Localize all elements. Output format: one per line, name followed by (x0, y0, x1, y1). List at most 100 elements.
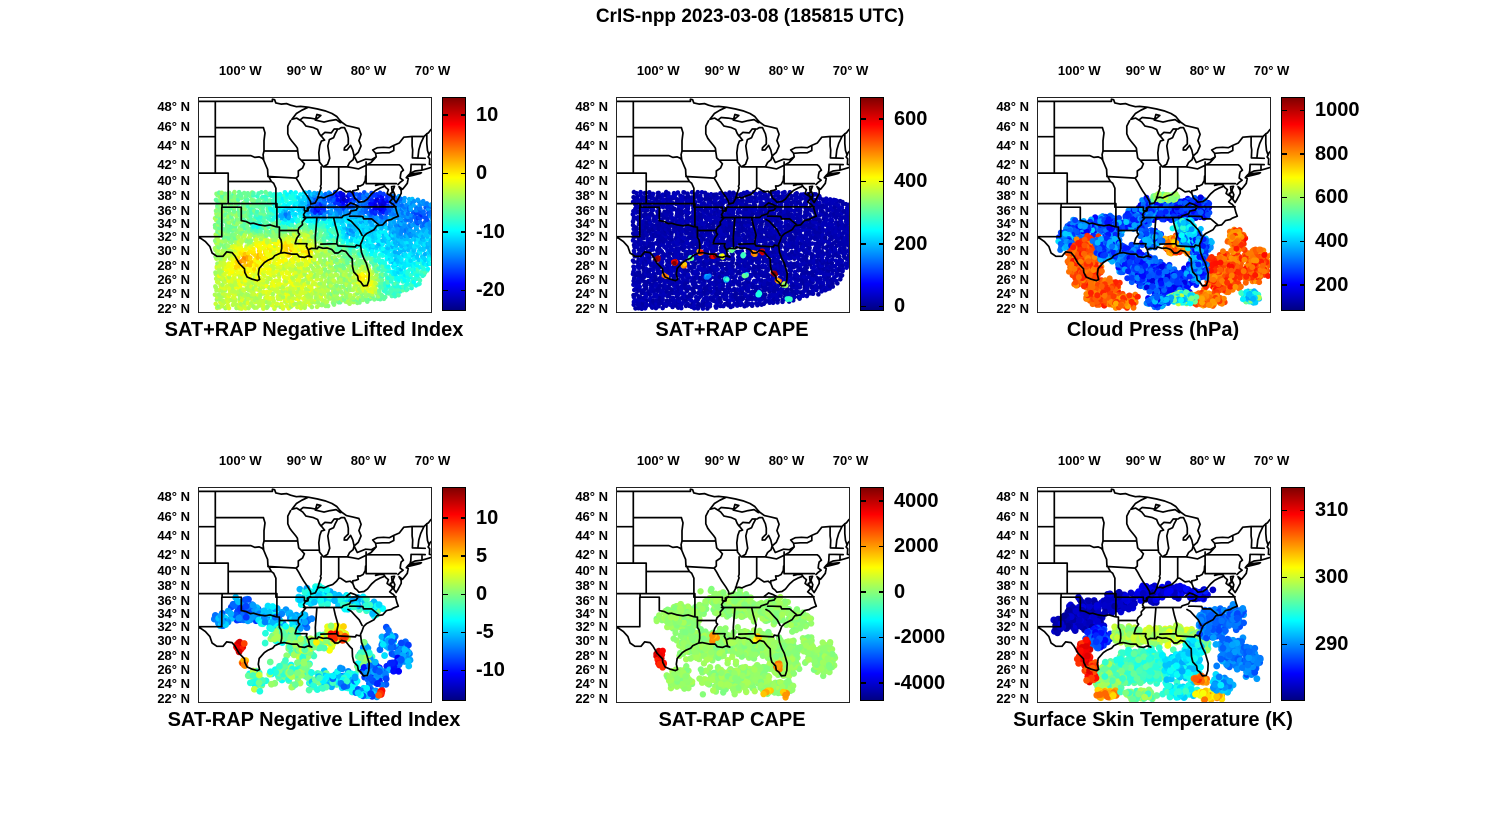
colorbar: 310 300 290 (1281, 487, 1379, 701)
colorbar-tick-mark (461, 231, 466, 233)
lat-tick-label: 42° N (157, 156, 190, 172)
colorbar-tick-mark (461, 631, 466, 634)
lat-tick-label: 34° N (157, 216, 190, 232)
lat-tick-label: 46° N (996, 119, 1029, 135)
colorbar-tick-mark (1300, 240, 1305, 243)
colorbar-tick-mark (1282, 109, 1287, 112)
lon-tick-label: 90° W (1125, 63, 1162, 78)
colorbar-tick-label: -2000 (894, 626, 946, 649)
lat-axis: 48° N 46° N 44° N 42° N 40° N 38° N 36° N 34° N… (977, 97, 1033, 316)
lon-tick-label: 90° W (704, 453, 741, 468)
colorbar-tick-mark (443, 593, 448, 595)
lon-tick-label: 80° W (1189, 453, 1226, 468)
lat-tick-label: 46° N (157, 119, 190, 135)
colorbar-tick-mark (879, 636, 884, 639)
colorbar-tick-label: -20 (476, 279, 505, 302)
lat-tick-label: 40° N (575, 563, 608, 579)
colorbar-tick-mark (879, 243, 884, 245)
lat-tick-label: 38° N (575, 188, 608, 204)
lat-tick-label: 42° N (996, 156, 1029, 172)
map-area (616, 97, 850, 313)
colorbar-tick-mark (443, 172, 448, 175)
lat-tick-label: 34° N (996, 216, 1029, 232)
lat-tick-label: 46° N (996, 509, 1029, 525)
lat-tick-label: 46° N (575, 119, 608, 135)
lat-tick-label: 48° N (996, 488, 1029, 504)
lat-tick-label: 32° N (996, 228, 1029, 244)
lon-tick-label: 80° W (768, 63, 805, 78)
panel-sat-plus-rap-cape: 100° W 90° W 80° W 70° W 48° N 46° N 44° N 42°… (556, 63, 958, 363)
lon-tick-label: 70° W (1253, 63, 1290, 78)
data-dots-canvas (1038, 488, 1270, 702)
state-borders-map (199, 98, 431, 287)
lat-tick-label: 24° N (575, 286, 608, 302)
colorbar-tick-mark (879, 682, 884, 684)
lat-tick-label: 38° N (157, 188, 190, 204)
lon-tick-label: 100° W (218, 453, 262, 468)
lon-tick-label: 70° W (414, 63, 451, 78)
lat-tick-label: 30° N (575, 242, 608, 258)
lat-tick-label: 38° N (996, 188, 1029, 204)
colorbar-tick-mark (461, 517, 466, 519)
colorbar-tick-label: -4000 (894, 671, 946, 694)
lat-tick-label: 24° N (157, 286, 190, 302)
lat-tick-label: 48° N (996, 98, 1029, 114)
lat-tick-label: 22° N (157, 690, 190, 706)
colorbar-tick-label: 0 (476, 162, 488, 185)
colorbar-tick-mark (861, 180, 866, 183)
colorbar-tick-mark (1300, 109, 1305, 112)
lat-tick-label: 46° N (157, 509, 190, 525)
colorbar-gradient (1281, 97, 1305, 311)
lat-axis: 48° N 46° N 44° N 42° N 40° N 38° N 36° N 34° N… (556, 487, 612, 706)
colorbar-tick-label: 10 (476, 103, 499, 126)
lat-tick-label: 30° N (157, 242, 190, 258)
colorbar-tick-mark (443, 631, 448, 634)
lat-tick-label: 34° N (575, 216, 608, 232)
colorbar-tick-mark (879, 591, 884, 593)
lat-tick-label: 24° N (575, 676, 608, 692)
colorbar-tick-label: 1000 (1315, 99, 1360, 122)
lat-tick-label: 46° N (575, 509, 608, 525)
lat-tick-label: 30° N (157, 632, 190, 648)
state-borders-map (1038, 98, 1270, 287)
map-area (1037, 487, 1271, 703)
colorbar-tick-mark (861, 305, 866, 308)
lat-tick-label: 30° N (575, 632, 608, 648)
colorbar-tick-mark (461, 555, 466, 557)
colorbar-tick-label: 400 (894, 170, 928, 193)
state-borders-map (617, 98, 849, 287)
lat-tick-label: 32° N (575, 228, 608, 244)
lon-tick-label: 80° W (768, 453, 805, 468)
lat-tick-label: 40° N (996, 173, 1029, 189)
lon-tick-label: 70° W (1253, 453, 1290, 468)
lon-tick-label: 70° W (832, 63, 869, 78)
colorbar-tick-mark (879, 500, 884, 502)
colorbar-tick-mark (1300, 196, 1305, 199)
lat-tick-label: 36° N (575, 592, 608, 608)
colorbar-tick-mark (861, 243, 866, 245)
lat-tick-label: 38° N (575, 578, 608, 594)
colorbar-tick-mark (879, 180, 884, 183)
colorbar-tick-mark (1300, 509, 1305, 512)
colorbar-tick-mark (1282, 196, 1287, 199)
colorbar-tick-label: 400 (1315, 230, 1349, 253)
colorbar-tick-mark (461, 593, 466, 595)
colorbar-tick-mark (443, 231, 448, 233)
colorbar-tick-label: 4000 (894, 489, 939, 512)
lon-tick-label: 70° W (832, 453, 869, 468)
lon-axis: 100° W 90° W 80° W 70° W (198, 63, 450, 83)
lon-tick-label: 80° W (350, 453, 387, 468)
panel-surface-skin-temperature: 100° W 90° W 80° W 70° W 48° N 46° N 44° N 42°… (977, 453, 1379, 753)
colorbar-tick-mark (861, 118, 866, 120)
colorbar: 600 400 200 0 (860, 97, 958, 317)
lat-tick-label: 24° N (996, 286, 1029, 302)
lat-axis: 48° N 46° N 44° N 42° N 40° N 38° N 36° N 34° N… (138, 487, 194, 706)
lat-tick-label: 44° N (996, 528, 1029, 544)
colorbar-tick-label: 5 (476, 544, 488, 567)
colorbar-tick-mark (1300, 576, 1305, 579)
colorbar-tick-mark (461, 669, 466, 672)
lon-tick-label: 90° W (286, 63, 323, 78)
lat-tick-label: 48° N (157, 488, 190, 504)
panel-title: SAT+RAP Negative Lifted Index (164, 319, 464, 341)
lat-tick-label: 22° N (575, 690, 608, 706)
